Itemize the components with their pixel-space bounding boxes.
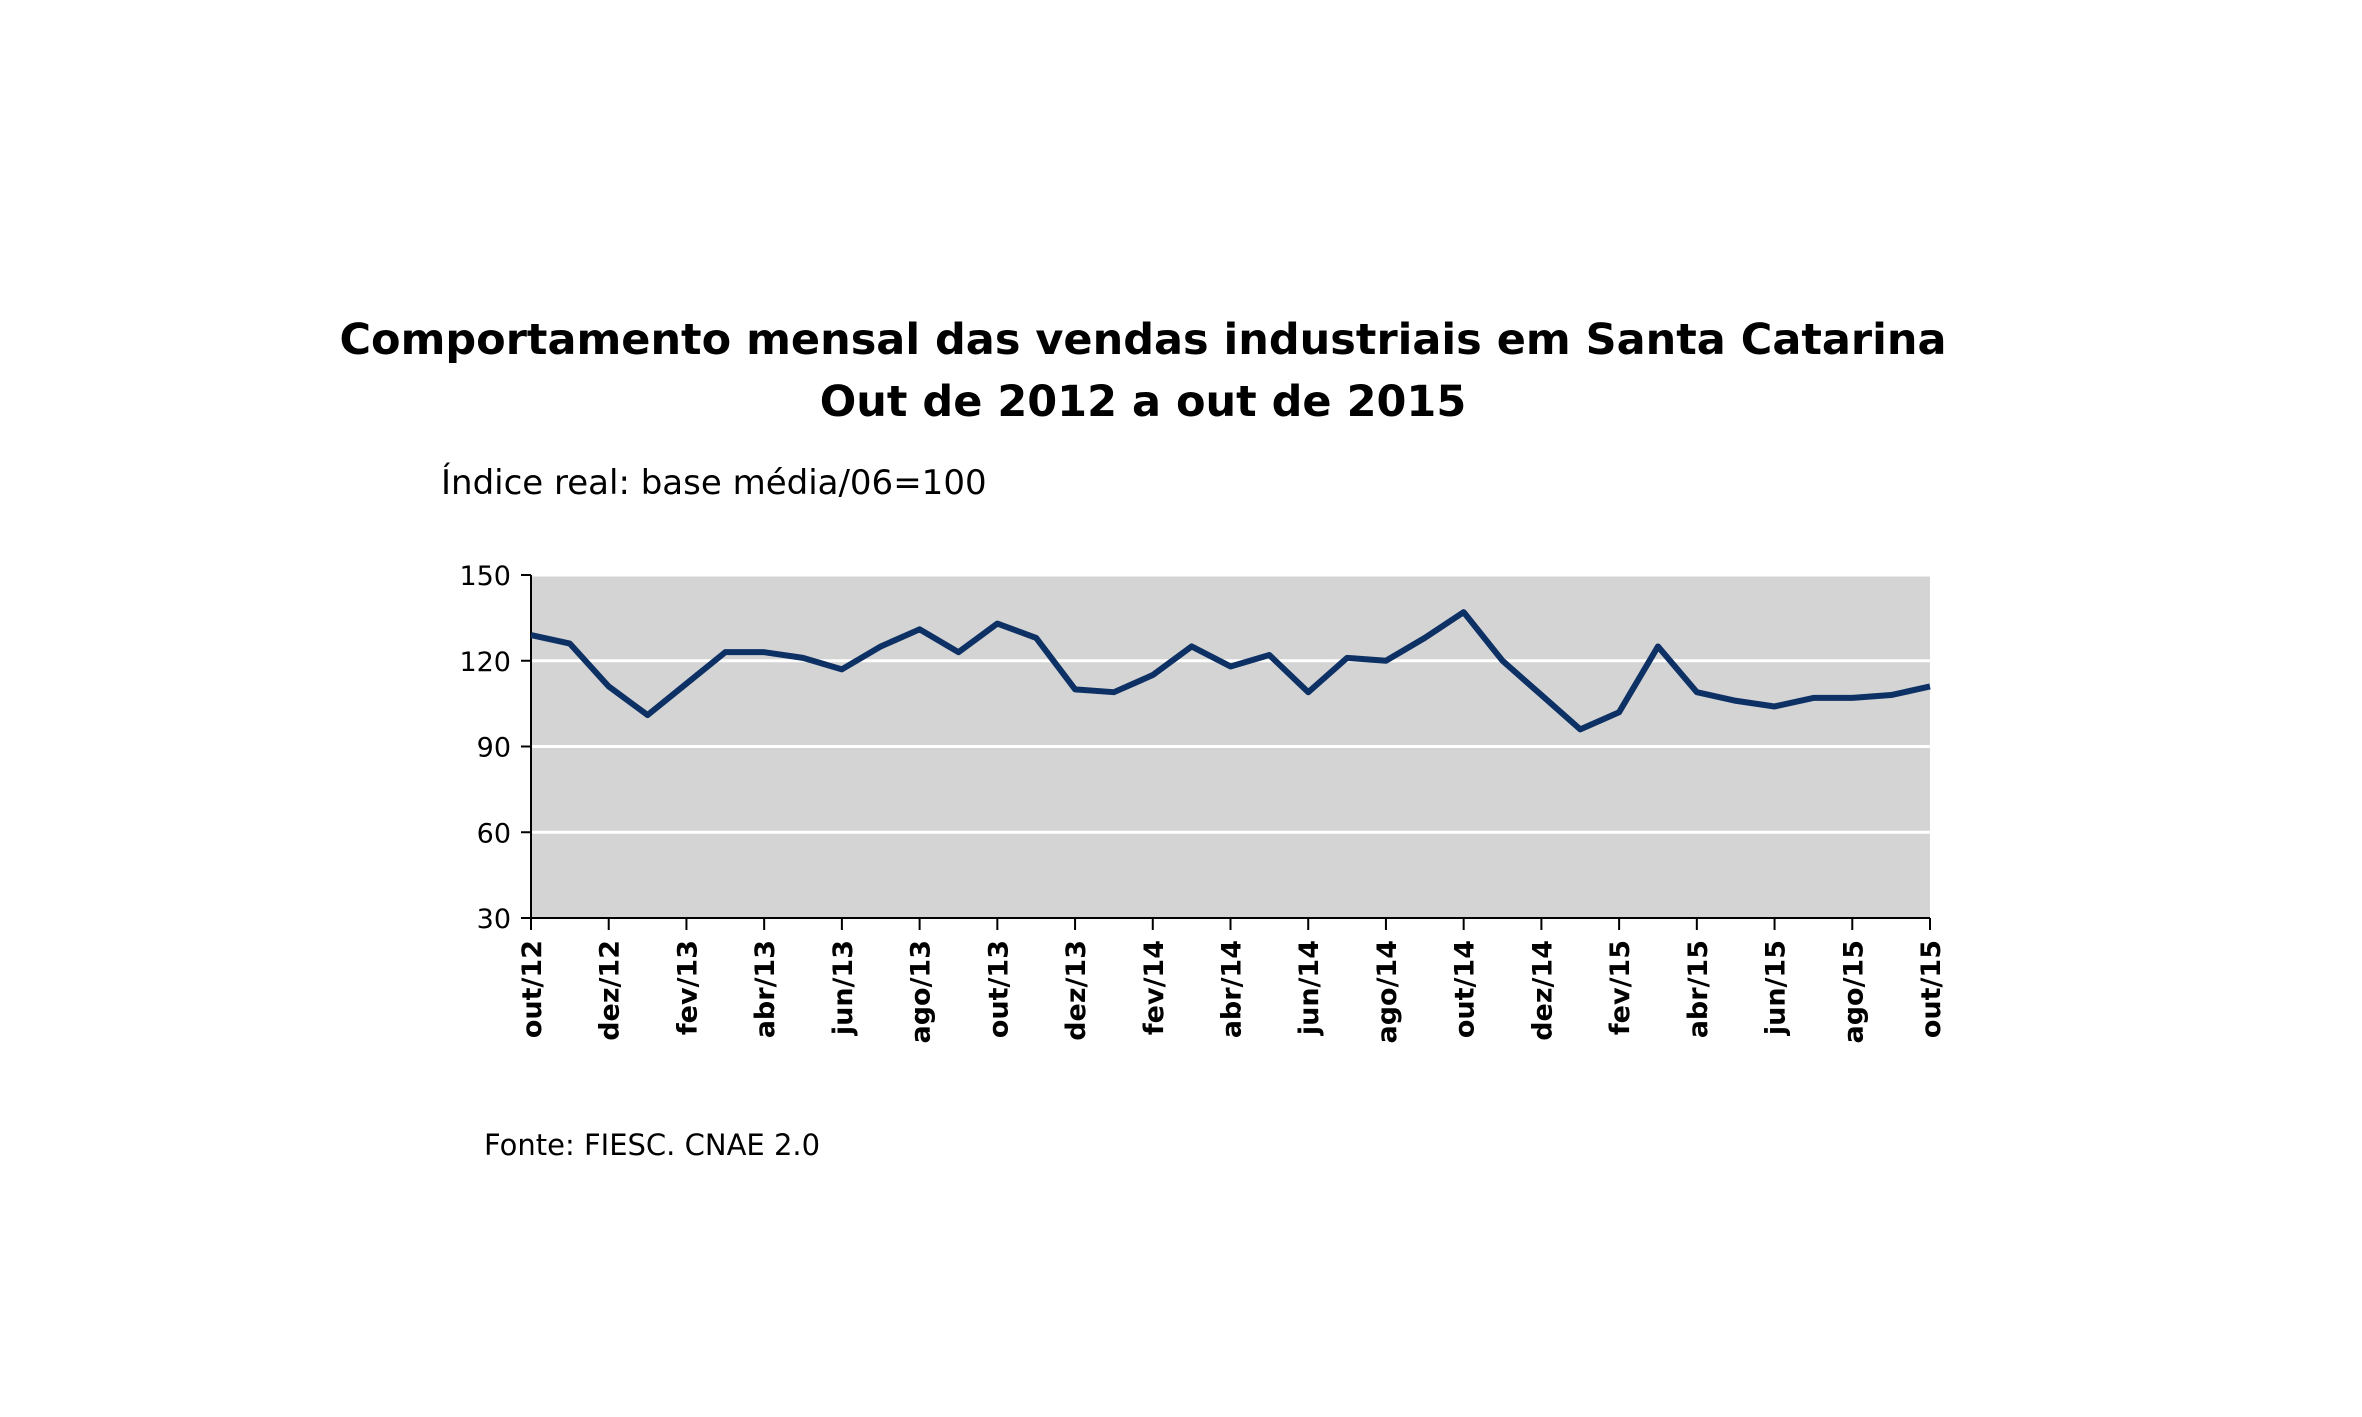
x-tick-label: abr/15	[1683, 940, 1714, 1038]
y-tick-label: 60	[477, 818, 511, 849]
x-tick-label: dez/13	[1061, 940, 1092, 1041]
chart-title: Out de 2012 a out de 2015	[820, 377, 1467, 427]
x-tick-label: abr/14	[1217, 940, 1248, 1038]
x-tick-label: fev/15	[1605, 940, 1636, 1035]
x-tick-label: dez/14	[1527, 940, 1558, 1041]
x-tick-label: jun/15	[1761, 940, 1792, 1036]
y-tick-label: 90	[477, 733, 511, 764]
chart-title: Comportamento mensal das vendas industri…	[339, 315, 1946, 365]
x-tick-label: out/13	[983, 940, 1014, 1038]
x-tick-label: out/12	[517, 940, 548, 1038]
x-tick-label: abr/13	[750, 940, 781, 1038]
source-note: Fonte: FIESC. CNAE 2.0	[484, 1128, 820, 1162]
x-tick-label: fev/13	[672, 940, 703, 1035]
x-tick-label: jun/13	[828, 940, 859, 1036]
x-tick-label: ago/14	[1372, 940, 1403, 1044]
x-tick-label: jun/14	[1294, 940, 1325, 1036]
data-line	[530, 609, 1931, 733]
y-tick-label: 150	[459, 561, 511, 592]
x-tick-label: ago/15	[1838, 940, 1869, 1044]
x-tick-label: ago/13	[906, 940, 937, 1044]
y-tick-label: 30	[477, 904, 511, 935]
x-tick-label: dez/12	[595, 940, 626, 1041]
chart-subtitle: Índice real: base média/06=100	[441, 462, 987, 503]
x-tick-label: fev/14	[1139, 940, 1170, 1035]
x-tick-label: out/14	[1450, 940, 1481, 1038]
x-tick-label: out/15	[1916, 940, 1947, 1038]
y-tick-label: 120	[459, 647, 511, 678]
